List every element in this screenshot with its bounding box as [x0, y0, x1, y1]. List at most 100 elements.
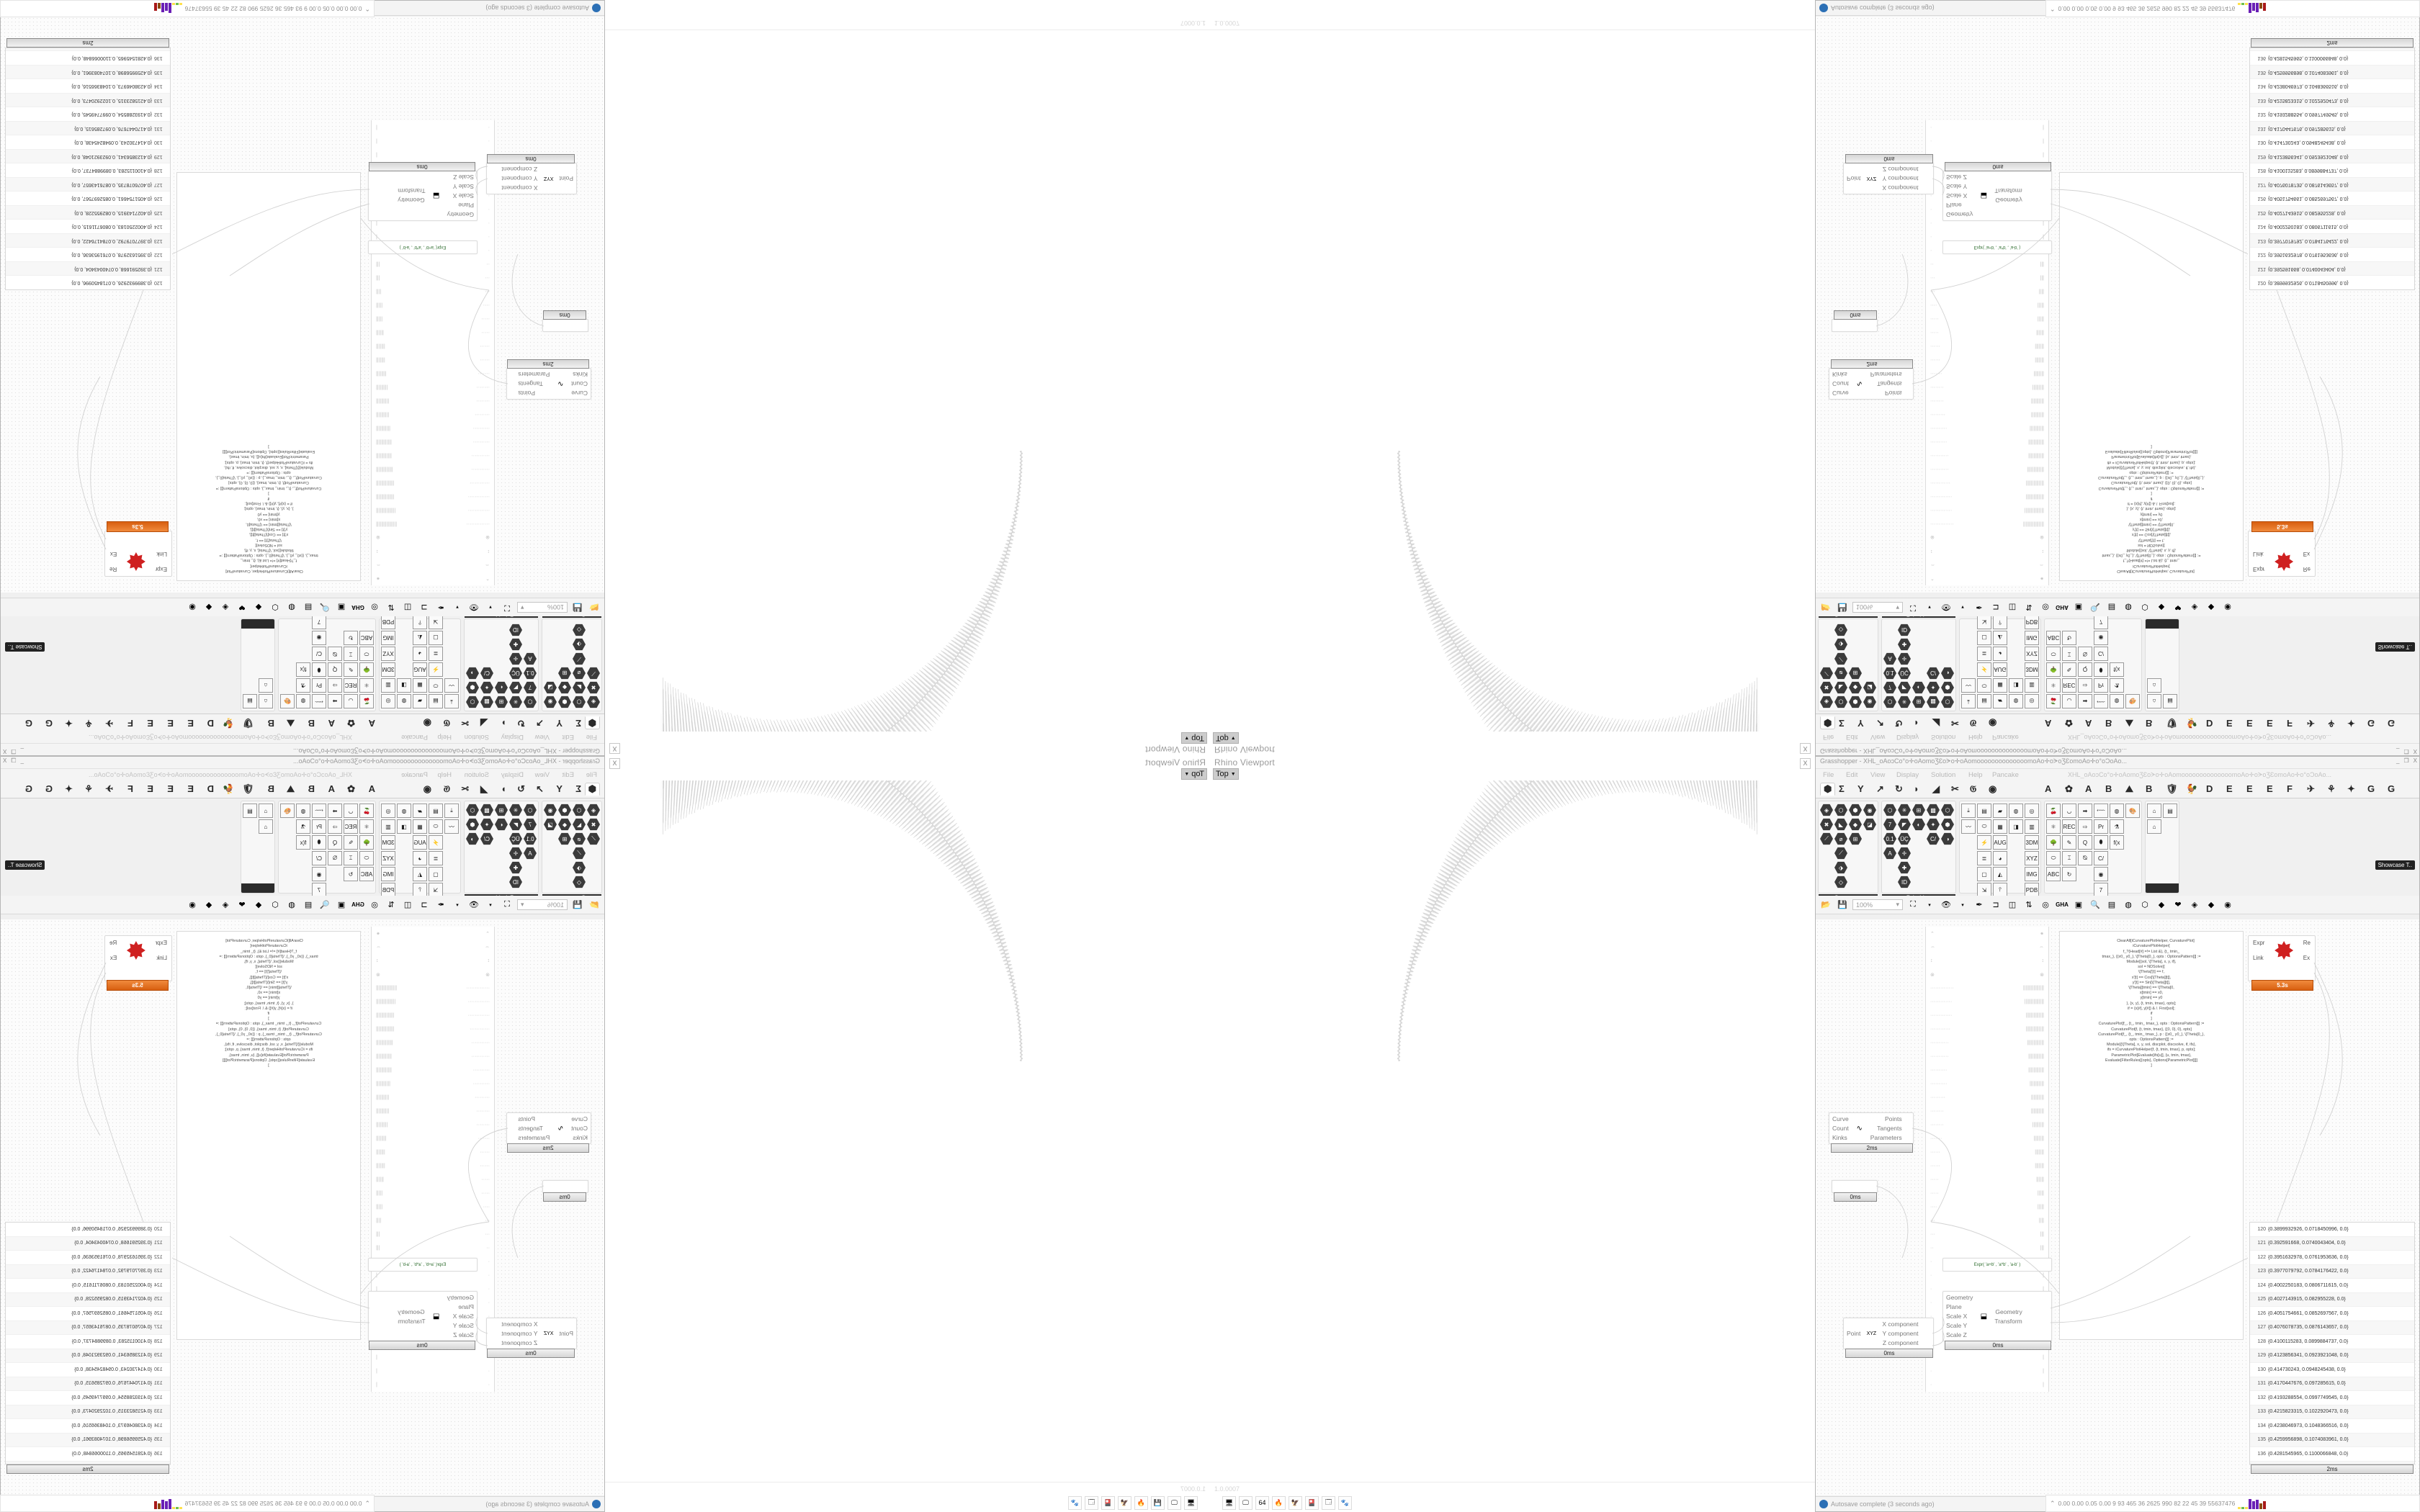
minimize-icon[interactable]: _: [20, 748, 24, 755]
zoom-extents-icon[interactable]: ⛶: [504, 603, 510, 612]
ribbon-icon--014[interactable]: ⬗: [573, 638, 586, 651]
ribbon-icon--002[interactable]: ⟋: [587, 667, 600, 680]
input-link[interactable]: Link: [156, 551, 167, 557]
tab-letter-14[interactable]: ⚘: [2327, 783, 2336, 794]
component-number-slider[interactable]: 0ms: [1832, 310, 1878, 332]
tab-letter-6[interactable]: 🛡: [242, 783, 254, 794]
profiler-icon[interactable]: ◎: [2042, 603, 2049, 611]
tab-icon-5[interactable]: ◗: [501, 718, 506, 729]
ribbon-icon-PDB-245[interactable]: PDB: [381, 883, 395, 897]
component-deconstruct-point[interactable]: Point XYZ X component Y component Z comp…: [1843, 154, 1934, 194]
ribbon-icon--400[interactable]: ⌂: [2147, 804, 2161, 818]
chevron-down-icon[interactable]: ▾: [456, 604, 459, 610]
ribbon-icon--213[interactable]: ≣: [1977, 647, 1991, 661]
tab-letter-1[interactable]: ✿: [2065, 783, 2073, 794]
parameter-row[interactable]: ······· ||||||||: [371, 366, 495, 380]
ribbon-icon-7-101[interactable]: 7: [524, 681, 537, 694]
parameter-row[interactable]: ········ ||||||||||: [1925, 1104, 2049, 1118]
menu-item-view[interactable]: View: [1870, 771, 1886, 779]
ribbon-icon--220[interactable]: ▰: [413, 804, 427, 818]
output-points[interactable]: Points: [1885, 1115, 1902, 1122]
output-x-component[interactable]: X component: [501, 184, 538, 192]
gem-teal-icon[interactable]: ◆: [205, 901, 212, 909]
ribbon-icon-Q-322[interactable]: Q: [2078, 835, 2092, 850]
tab-letter-11[interactable]: E: [2267, 783, 2273, 794]
tab-letter-14[interactable]: ⚘: [84, 783, 93, 794]
tab-icon-1[interactable]: Σ: [575, 718, 581, 729]
menu-item-view[interactable]: View: [534, 733, 550, 741]
ribbon-icon--301[interactable]: ⚛: [359, 678, 374, 693]
output-z-component[interactable]: Z component: [1882, 166, 1919, 173]
ribbon-icon--020[interactable]: ⬢: [558, 804, 571, 816]
ribbon-icon--140[interactable]: ⬡: [466, 804, 479, 816]
input-point[interactable]: Point: [559, 1330, 573, 1337]
output-parameters[interactable]: Parameters: [518, 1134, 550, 1141]
tab-letter-3[interactable]: B: [308, 718, 315, 729]
preview-eye-icon[interactable]: 👁: [469, 603, 479, 611]
component-wolfram-evaluate[interactable]: Expr Link Re Ex 5.3s: [104, 521, 172, 577]
ribbon-icon--224[interactable]: ◭: [1993, 867, 2007, 881]
data-output-panel[interactable]: 120 {0.3899932926, 0.0718450996, 0.0} 121{…: [2249, 48, 2415, 290]
sketch-pen-icon[interactable]: ✒: [437, 901, 444, 909]
ribbon-icon--300[interactable]: 🍒: [359, 694, 374, 708]
ribbon-icon--302[interactable]: 🌳: [359, 662, 374, 677]
parameter-row[interactable]: ········ |||||||||: [371, 380, 495, 394]
ribbon-icon-3DM-242[interactable]: 3DM: [2025, 662, 2039, 677]
ribbon-group-label[interactable]: [2146, 619, 2179, 629]
component-scale-nu[interactable]: Geometry Plane Scale X Scale Y Scale Z ⬓…: [1942, 162, 2052, 221]
sketch-pen-icon[interactable]: ✒: [437, 603, 444, 611]
ribbon-icon--241[interactable]: ▥: [381, 678, 395, 693]
search-icon[interactable]: 🔍: [320, 603, 330, 611]
diamond-gray-icon[interactable]: ◆: [2158, 603, 2165, 611]
parameter-row[interactable]: ⇔ ⇔: [1925, 940, 2049, 954]
upload-icon[interactable]: ⇅: [387, 603, 395, 611]
ribbon-icon--230[interactable]: ◍: [397, 694, 411, 708]
ribbon-icon--142[interactable]: ◑: [1941, 667, 1954, 680]
ribbon-icon--211[interactable]: ⬭: [429, 678, 443, 693]
tab-letter-4[interactable]: ⛰: [2125, 783, 2133, 794]
input-count[interactable]: Count: [571, 1125, 588, 1132]
ribbon-icon--030[interactable]: ◉: [544, 696, 557, 708]
ribbon-icon--350[interactable]: 🎨: [2125, 694, 2140, 708]
output-ex[interactable]: Ex: [109, 955, 117, 961]
tab-icon-2[interactable]: Y: [1857, 718, 1864, 729]
ribbon-icon--231[interactable]: ◨: [2009, 678, 2023, 693]
tab-letter-6[interactable]: 🛡: [242, 718, 254, 729]
ribbon-icon-C-132[interactable]: C/: [480, 832, 493, 845]
parameter-row[interactable]: ··········· ||||||||||||: [371, 1050, 495, 1063]
gem-teal-icon[interactable]: ◆: [2208, 901, 2215, 909]
ribbon-icon--300[interactable]: 🍒: [359, 804, 374, 818]
output-tangents[interactable]: Tangents: [1877, 1125, 1902, 1132]
ribbon-icon--141[interactable]: ⬢: [1941, 818, 1954, 831]
tab-icon-0[interactable]: ⬢: [1820, 783, 1836, 796]
ribbon-icon--330[interactable]: ⬳: [2094, 804, 2108, 818]
tab-letter-3[interactable]: B: [308, 783, 315, 794]
ribbon-icon--213[interactable]: ≣: [429, 647, 443, 661]
tab-icon-7[interactable]: ✂: [461, 718, 469, 729]
tab-letter-0[interactable]: A: [368, 718, 375, 729]
parameter-row[interactable]: ······ |||||||: [1925, 339, 2049, 353]
tab-letter-4[interactable]: ⛰: [287, 718, 295, 729]
tab-letter-14[interactable]: ⚘: [84, 718, 93, 729]
ribbon-icon--013[interactable]: ⟋: [1834, 652, 1847, 665]
close-icon[interactable]: X: [3, 757, 7, 764]
input-scale-y[interactable]: Scale Y: [452, 1322, 474, 1329]
gem-teal-icon[interactable]: ◆: [205, 603, 212, 611]
ribbon-icon--223[interactable]: ◕: [413, 851, 427, 865]
ribbon-icon--301[interactable]: ⚛: [359, 819, 374, 834]
grasshopper-canvas[interactable]: ⌃ ⁕ ⇔ ⇔ ↕ ↕ ⊗ ⊗ ·············· |||||||||||||||| ··…: [1816, 919, 2419, 1495]
parameter-row[interactable]: ·········· ||||||||||||: [1925, 1063, 2049, 1077]
ribbon-icon--230[interactable]: ◍: [397, 804, 411, 818]
ribbon-icon--224[interactable]: ◭: [413, 867, 427, 881]
input-curve[interactable]: Curve: [1832, 390, 1849, 397]
ribbon-icon--225[interactable]: ⫯: [413, 883, 427, 897]
tab-letter-15[interactable]: ✦: [2347, 718, 2355, 729]
ribbon-icon-C-333[interactable]: C/: [2094, 851, 2108, 865]
tab-letter-7[interactable]: 🐓: [222, 783, 234, 794]
parameter-row[interactable]: ··· |||: [371, 1228, 495, 1241]
ribbon-icon-Q-322[interactable]: Q: [328, 835, 342, 850]
chevron-down-icon[interactable]: ▾: [1961, 604, 1964, 610]
parameter-row[interactable]: ·········· ||||||||||||: [371, 1063, 495, 1077]
parameter-row[interactable]: ··········· |||||||||||||: [1925, 462, 2049, 476]
component-wolfram-evaluate[interactable]: Expr Link Re Ex 5.3s: [2248, 935, 2316, 991]
